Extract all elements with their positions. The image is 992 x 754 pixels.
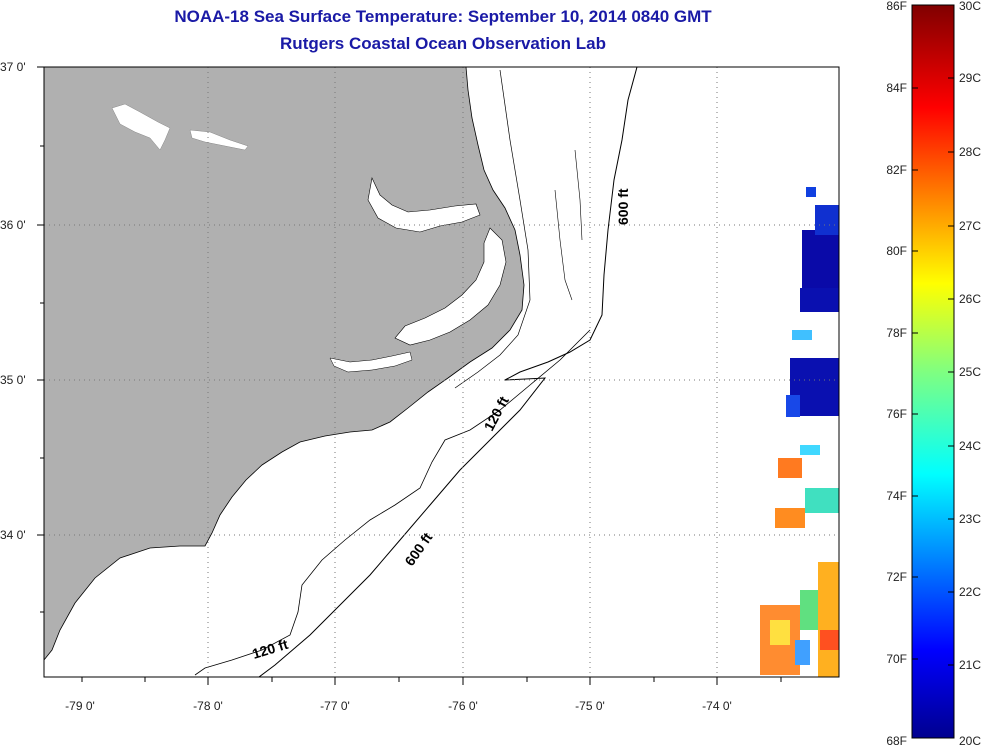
isobath-label-600-north: 600 ft [615,188,631,225]
colorbar-label-28c: 28C [959,145,981,159]
lon-label-74: -74 0' [702,699,732,713]
albemarle-sound [367,177,481,233]
colorbar-label-29c: 29C [959,71,981,85]
colorbar-label-26c: 26C [959,292,981,306]
lon-label-75: -75 0' [575,699,605,713]
colorbar-label-27c: 27C [959,219,981,233]
colorbar-label-74f: 74F [886,489,907,503]
colorbar-f-ticks [912,87,918,660]
lon-label-78: -78 0' [193,699,223,713]
shoal-1 [554,189,573,301]
axis-ticks [37,66,782,685]
colorbar-label-24c: 24C [959,439,981,453]
colorbar [911,4,955,739]
colorbar-label-78f: 78F [886,326,907,340]
sst-data [760,187,839,677]
isobath-120 [194,329,591,676]
colorbar-label-20c: 20C [959,734,981,748]
outer-banks [454,69,531,389]
colorbar-label-22c: 22C [959,585,981,599]
colorbar-label-23c: 23C [959,512,981,526]
colorbar-label-68f: 68F [886,734,907,748]
shoal-2 [574,149,583,241]
colorbar-label-70f: 70F [886,652,907,666]
lat-label-37: 37 0' [0,60,26,74]
colorbar-c-ticks [948,77,954,666]
map-title: NOAA-18 Sea Surface Temperature: Septemb… [174,7,712,26]
colorbar-label-72f: 72F [886,570,907,584]
lon-label-77: -77 0' [320,699,350,713]
grid-lines [44,67,839,677]
colorbar-label-84f: 84F [886,81,907,95]
neuse-river [329,351,413,373]
lat-label-36: 36 0' [0,218,26,232]
lat-label-34: 34 0' [0,528,26,542]
inland-lake-2 [189,129,249,151]
colorbar-label-80f: 80F [886,244,907,258]
colorbar-label-76f: 76F [886,407,907,421]
lon-label-79: -79 0' [65,699,95,713]
map-subtitle: Rutgers Coastal Ocean Observation Lab [280,34,606,53]
colorbar-label-30c: 30C [959,0,981,13]
colorbar-label-82f: 82F [886,163,907,177]
colorbar-label-21c: 21C [959,658,981,672]
map-frame [43,66,840,678]
colorbar-label-25c: 25C [959,365,981,379]
colorbar-label-86f: 86F [886,0,907,13]
lon-label-76: -76 0' [448,699,478,713]
inland-lake-1 [111,103,171,151]
pamlico-sound [394,227,507,346]
lat-label-35: 35 0' [0,373,26,387]
